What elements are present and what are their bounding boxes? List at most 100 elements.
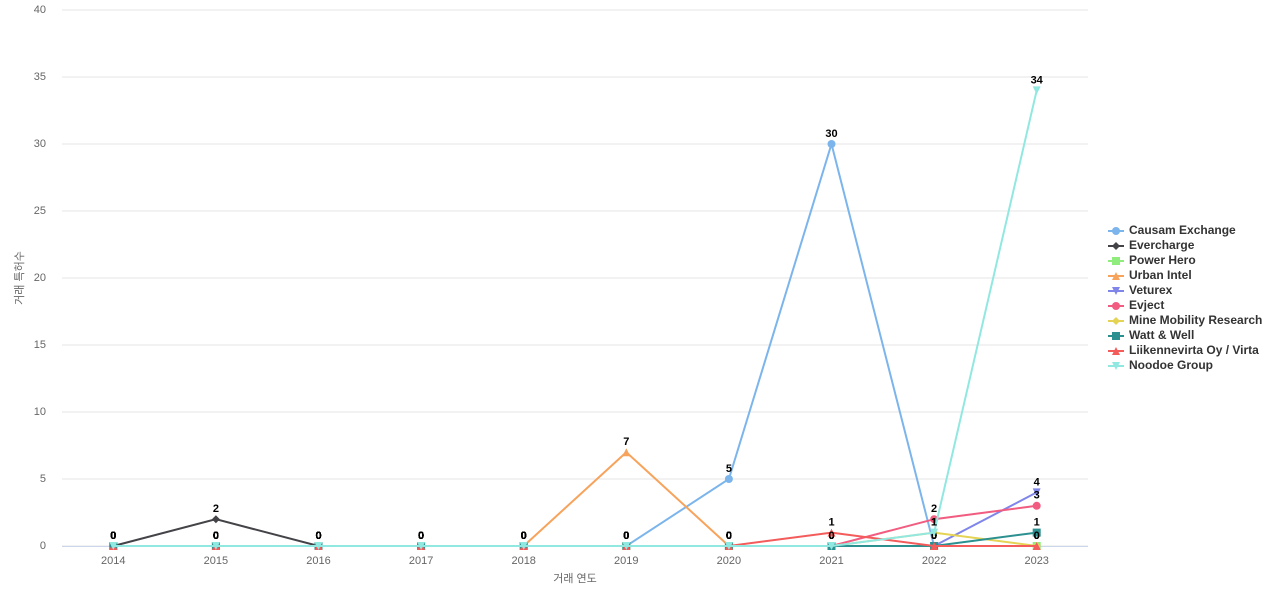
y-tick-label: 10 <box>34 406 46 418</box>
legend-item[interactable]: Evject <box>1108 298 1164 312</box>
data-label: 0 <box>623 530 629 542</box>
legend-marker <box>1112 227 1120 235</box>
data-label: 0 <box>418 530 424 542</box>
x-tick-label: 2022 <box>922 555 946 567</box>
y-tick-label: 40 <box>34 4 46 16</box>
data-label: 0 <box>521 530 527 542</box>
data-label: 0 <box>213 530 219 542</box>
data-point <box>109 542 118 550</box>
data-label: 1 <box>828 517 834 529</box>
legend-item[interactable]: Mine Mobility Research <box>1108 313 1262 327</box>
data-label: 0 <box>623 530 629 542</box>
data-point <box>211 542 220 550</box>
data-label: 0 <box>213 530 219 542</box>
data-label: 0 <box>521 530 527 542</box>
data-label: 0 <box>315 530 321 542</box>
data-label: 0 <box>726 530 732 542</box>
data-label: 0 <box>315 530 321 542</box>
legend-item[interactable]: Watt & Well <box>1108 328 1194 342</box>
data-label: 0 <box>623 530 629 542</box>
data-point <box>211 515 220 524</box>
legend-label: Evject <box>1129 298 1164 312</box>
legend-item[interactable]: Liikennevirta Oy / Virta <box>1108 343 1259 357</box>
data-point <box>314 542 323 550</box>
data-point <box>1032 528 1041 537</box>
data-label: 0 <box>521 530 527 542</box>
data-label: 0 <box>110 530 116 542</box>
legend-marker <box>1112 332 1120 340</box>
data-point <box>827 542 836 550</box>
data-label: 0 <box>315 530 321 542</box>
x-tick-label: 2020 <box>717 555 741 567</box>
legend-item[interactable]: Noodoe Group <box>1108 358 1213 372</box>
data-label: 0 <box>623 530 629 542</box>
data-point <box>1032 86 1041 95</box>
legend-item[interactable]: Power Hero <box>1108 253 1196 267</box>
legend-marker <box>1112 242 1120 250</box>
y-axis-title: 거래 특허수 <box>13 251 26 305</box>
data-label: 0 <box>110 530 116 542</box>
series-line <box>113 531 1037 547</box>
data-label: 0 <box>315 530 321 542</box>
data-label: 0 <box>213 530 219 542</box>
data-label: 0 <box>213 530 219 542</box>
legend-label: Watt & Well <box>1129 328 1194 342</box>
x-axis-title: 거래 연도 <box>553 572 597 585</box>
legend-marker <box>1112 257 1120 265</box>
data-point <box>622 542 631 550</box>
data-label: 0 <box>418 530 424 542</box>
data-label: 0 <box>110 530 116 542</box>
data-label: 0 <box>521 530 527 542</box>
data-label: 0 <box>418 530 424 542</box>
series-line <box>113 531 1037 547</box>
data-point <box>930 542 939 550</box>
data-label: 2 <box>931 503 937 515</box>
data-point <box>724 542 733 550</box>
data-label: 0 <box>623 530 629 542</box>
legend-item[interactable]: Urban Intel <box>1108 268 1192 282</box>
data-label: 1 <box>1034 517 1040 529</box>
data-label: 0 <box>418 530 424 542</box>
legend-item[interactable]: Veturex <box>1108 283 1173 297</box>
y-tick-label: 0 <box>40 540 46 552</box>
legend-label: Mine Mobility Research <box>1129 313 1262 327</box>
data-label: 0 <box>213 530 219 542</box>
series-line <box>113 450 1037 547</box>
data-label: 0 <box>828 530 834 542</box>
x-tick-label: 2017 <box>409 555 433 567</box>
data-label: 0 <box>726 530 732 542</box>
legend-label: Evercharge <box>1129 238 1195 252</box>
legend-item[interactable]: Evercharge <box>1108 238 1195 252</box>
data-label: 0 <box>726 530 732 542</box>
data-label: 0 <box>315 530 321 542</box>
data-label: 1 <box>931 517 937 529</box>
y-tick-label: 35 <box>34 71 46 83</box>
data-label: 0 <box>315 530 321 542</box>
legend-label: Noodoe Group <box>1129 358 1213 372</box>
legend-marker <box>1112 347 1120 355</box>
data-label: 0 <box>418 530 424 542</box>
data-label: 0 <box>726 530 732 542</box>
data-label: 3 <box>1034 490 1040 502</box>
data-label: 0 <box>110 530 116 542</box>
data-label: 0 <box>315 530 321 542</box>
legend-item[interactable]: Causam Exchange <box>1108 223 1236 237</box>
x-tick-label: 2014 <box>101 555 125 567</box>
y-tick-label: 15 <box>34 339 46 351</box>
y-tick-label: 25 <box>34 205 46 217</box>
data-label: 0 <box>315 530 321 542</box>
legend-marker <box>1112 287 1120 295</box>
y-tick-label: 20 <box>34 272 46 284</box>
data-label: 0 <box>418 530 424 542</box>
data-point <box>417 542 426 550</box>
data-label: 0 <box>521 530 527 542</box>
legend-label: Liikennevirta Oy / Virta <box>1129 343 1259 357</box>
data-label: 0 <box>521 530 527 542</box>
data-label: 0 <box>315 530 321 542</box>
data-label: 2 <box>213 503 219 515</box>
data-label: 0 <box>521 530 527 542</box>
data-label: 1 <box>931 517 937 529</box>
series-line <box>113 90 1038 547</box>
data-label: 0 <box>726 530 732 542</box>
legend-marker <box>1112 272 1120 280</box>
